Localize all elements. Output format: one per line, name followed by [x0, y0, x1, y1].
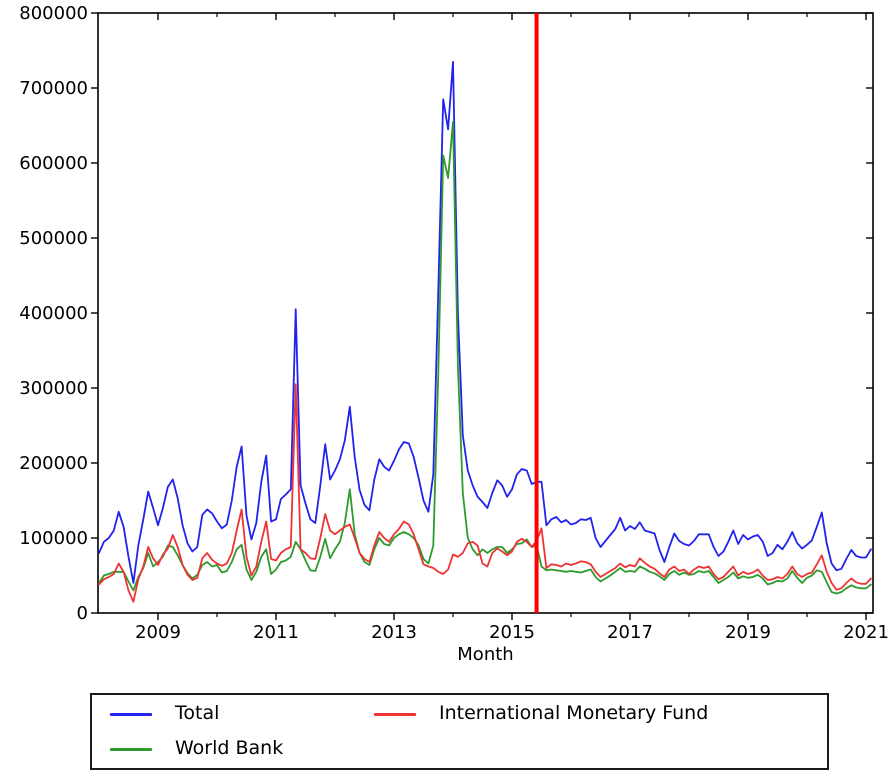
- legend-label-imf: International Monetary Fund: [439, 702, 709, 724]
- y-axis-tick-label: 600000: [19, 153, 88, 174]
- series-line-total: [98, 60, 872, 584]
- x-axis-tick-label: 2015: [489, 622, 535, 643]
- series-line-international-monetary-fund: [98, 383, 872, 603]
- x-axis-tick-label: 2021: [843, 622, 889, 643]
- legend-label-total: Total: [175, 702, 220, 724]
- legend-line-total: [110, 713, 152, 716]
- y-axis-tick-label: 500000: [19, 228, 88, 249]
- legend-label-world-bank: World Bank: [175, 737, 284, 759]
- legend: Total International Monetary Fund World …: [90, 693, 829, 770]
- x-axis-tick-label: 2019: [725, 622, 771, 643]
- y-axis-tick-label: 800000: [19, 3, 88, 24]
- x-axis-tick-label: 2009: [135, 622, 181, 643]
- y-axis-tick-label: 300000: [19, 378, 88, 399]
- y-axis-tick-label: 200000: [19, 453, 88, 474]
- plot-border: [97, 12, 874, 614]
- y-axis-tick-label: 400000: [19, 303, 88, 324]
- x-axis-tick-label: 2011: [253, 622, 299, 643]
- y-axis-tick-label: 700000: [19, 78, 88, 99]
- series-line-world-bank: [98, 120, 872, 595]
- legend-line-imf: [374, 713, 416, 716]
- y-axis-tick-label: 0: [77, 603, 88, 624]
- legend-line-world-bank: [110, 748, 152, 751]
- x-axis-tick-label: 2017: [607, 622, 653, 643]
- y-axis-tick-label: 100000: [19, 528, 88, 549]
- x-axis-tick-label: 2013: [371, 622, 417, 643]
- x-axis-title: Month: [457, 644, 514, 665]
